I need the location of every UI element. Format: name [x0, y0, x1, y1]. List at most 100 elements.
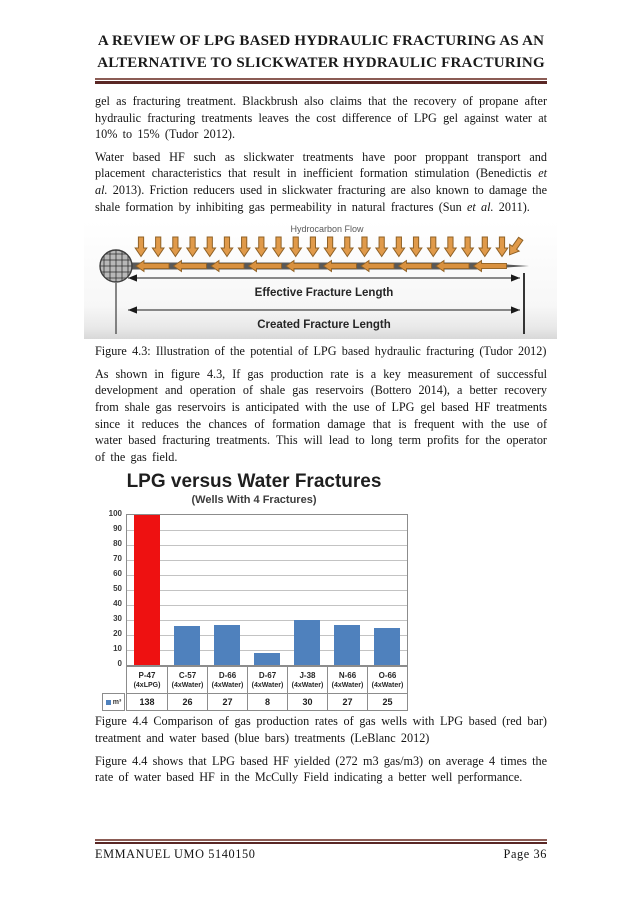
chart-title: LPG versus Water Fractures [126, 471, 382, 493]
y-tick-label: 20 [113, 629, 122, 639]
chart-plot-area [126, 514, 408, 667]
down-arrow-icon [357, 236, 372, 258]
footer-rule [95, 839, 547, 844]
chart-y-axis: 100 90 80 70 60 50 40 30 20 10 0 [100, 509, 126, 668]
text-run: Figure 4.3: Illustration of the potentia… [95, 344, 547, 359]
down-arrow-icon [340, 236, 355, 258]
text-run: gel as fracturing treatment. Blackbrush … [95, 94, 547, 142]
down-arrow-icon [151, 236, 165, 258]
x-label-line: (4xWater) [171, 682, 204, 690]
text-run: et al. [95, 166, 547, 197]
gridline [127, 545, 407, 547]
down-arrow-icon [185, 236, 200, 258]
x-category-label: O-66 (4xWater) [367, 667, 407, 694]
bars [127, 515, 407, 666]
down-arrow-icon [374, 236, 389, 258]
down-arrow-icon [495, 236, 509, 258]
arrowhead-left-icon [128, 274, 137, 282]
footer-rule-gap [95, 840, 547, 842]
paragraph-as-shown: As shown in figure 4.3, If gas productio… [95, 366, 547, 466]
paragraph-figure-4-4-discussion: Figure 4.4 shows that LPG based HF yield… [95, 753, 547, 786]
chart-plot-wrapper: 100 90 80 70 60 50 40 30 20 10 0 [100, 509, 410, 668]
created-length-label: Created Fracture Length [257, 319, 391, 331]
text-run: 2011). [493, 199, 530, 214]
x-category-label: N-66 (4xWater) [327, 667, 367, 694]
text-run: Figure 4.4 shows that LPG based HF yield… [95, 753, 547, 785]
bar-p-47 [134, 515, 160, 666]
bar-j-38 [294, 620, 320, 666]
fracture-diagram: Hydrocarbon Flow Effective Fracture Leng… [84, 221, 557, 340]
flow-back-arrow-icon [285, 259, 320, 273]
bar-o-66 [374, 627, 400, 666]
text-run: Water based HF such as slickwater treatm… [95, 149, 547, 181]
bar-column [247, 515, 287, 666]
y-tick-label: 80 [113, 539, 122, 549]
x-category-label: D-66 (4xWater) [207, 667, 247, 694]
down-arrow-icon [478, 236, 492, 258]
chart-legend-cell: m³ [102, 693, 125, 712]
gridline [127, 605, 407, 607]
bar-column [207, 515, 247, 666]
y-tick-label: 40 [113, 599, 122, 609]
down-arrow-icon [254, 236, 269, 258]
flow-back-arrow-icon [397, 259, 432, 273]
down-arrow-icon [426, 236, 440, 258]
bar-column [287, 515, 327, 666]
header-title-line2: ALTERNATIVE TO SLICKWATER HYDRAULIC FRAC… [97, 55, 545, 71]
flow-back-arrow-icon [472, 259, 507, 273]
flow-back-arrow-icon [435, 259, 470, 273]
arrowhead-left-icon [128, 306, 137, 314]
page-content: A REVIEW OF LPG BASED HYDRAULIC FRACTURI… [84, 30, 557, 792]
header-rule-thin-line [95, 78, 547, 80]
bar-n-66 [334, 624, 360, 666]
effective-length-arrow [128, 274, 520, 282]
down-arrow-icon [134, 236, 148, 258]
hydrocarbon-flow-label: Hydrocarbon Flow [290, 224, 364, 234]
figure-background [84, 221, 557, 340]
y-tick-label: 70 [113, 554, 122, 564]
table-value-cell: 26 [167, 694, 207, 711]
down-arrow-icon [323, 236, 337, 258]
x-label-line: (4xLPG) [133, 682, 161, 690]
gridline [127, 635, 407, 637]
down-arrow-icon [409, 236, 423, 258]
table-value-cell: 30 [287, 694, 327, 711]
y-tick-label: 10 [113, 644, 122, 654]
flow-back-arrow-icon [172, 259, 207, 273]
x-category-label: C-57 (4xWater) [167, 667, 207, 694]
table-value-cell: 138 [139, 697, 155, 708]
y-tick-label: 60 [113, 569, 122, 579]
y-tick-label: 30 [113, 614, 122, 624]
table-value-cell: 25 [367, 694, 407, 711]
paragraph-gel-fracturing: gel as fracturing treatment. Blackbrush … [95, 93, 547, 143]
bar-column [327, 515, 367, 666]
x-label-line: J-38 [299, 671, 316, 681]
down-arrow-icon [443, 236, 458, 258]
page-footer: EMMANUEL UMO 5140150 Page 36 [95, 835, 547, 862]
x-category-label: D-67 (4xWater) [247, 667, 287, 694]
paragraph-water-based-hf: Water based HF such as slickwater treatm… [95, 149, 547, 215]
x-category-label: J-38 (4xWater) [287, 667, 327, 694]
y-tick-label: 50 [113, 584, 122, 594]
legend-label: m³ [112, 698, 122, 706]
flow-back-arrow-icon [360, 259, 395, 273]
hydrocarbon-flow-arrows [134, 236, 524, 258]
created-length-arrow [128, 306, 520, 314]
header-rule-gap [95, 80, 547, 81]
x-label-line: D-67 [258, 671, 277, 681]
bar-column [167, 515, 207, 666]
flow-back-arrow-icon [135, 259, 170, 273]
footer-author: EMMANUEL UMO 5140150 [95, 847, 256, 861]
chart-x-axis: P-47 (4xLPG) C-57 (4xWater) D-66 (4xWater) D-6… [126, 666, 410, 695]
y-tick-label: 100 [108, 509, 122, 519]
text-run: et al. [466, 199, 494, 214]
figure-4-4-chart: LPG versus Water Fractures (Wells With 4… [100, 471, 410, 712]
gridline [127, 560, 407, 562]
chart-table-values: 138 26 27 8 30 27 25 [126, 693, 408, 712]
footer-rule-thick-line [95, 841, 547, 844]
gridline [127, 650, 407, 652]
down-arrow-slanted-icon [509, 236, 524, 256]
down-arrow-icon [288, 236, 303, 258]
text-run: 2013). Friction reducers used in slickwa… [95, 182, 547, 214]
